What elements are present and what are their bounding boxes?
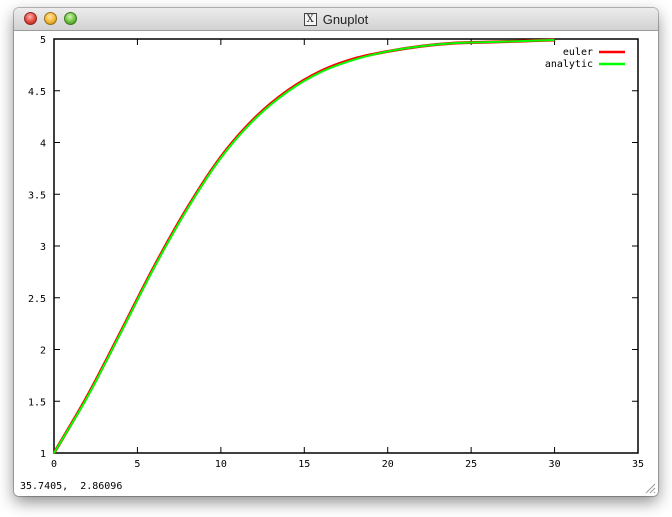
y-tick-label: 2.5 xyxy=(28,294,46,305)
legend-label-analytic: analytic xyxy=(545,59,593,70)
y-tick-label: 1 xyxy=(40,449,46,460)
legend-label-euler: euler xyxy=(563,47,593,58)
y-tick-label: 2 xyxy=(40,346,46,357)
series-line-euler xyxy=(52,38,555,454)
gnuplot-window: X Gnuplot 0 5 10 15 20 25 30 35 1 1.5 2 2.5 3 3.5 4 4.5… xyxy=(14,8,658,496)
series-line-analytic xyxy=(53,39,555,454)
y-tick-label: 4 xyxy=(40,139,46,150)
window-title: Gnuplot xyxy=(322,11,369,27)
x-tick-label: 5 xyxy=(134,459,140,470)
cursor-coordinates: 35.7405, 2.86096 xyxy=(20,481,123,492)
resize-grip-icon[interactable] xyxy=(644,482,656,494)
x-tick-label: 35 xyxy=(632,459,644,470)
plot-area[interactable]: 0 5 10 15 20 25 30 35 1 1.5 2 2.5 3 3.5 4 4.5 5 euler anal… xyxy=(14,31,658,496)
zoom-button[interactable] xyxy=(64,12,77,25)
x-tick-label: 10 xyxy=(215,459,227,470)
x-tick-label: 30 xyxy=(549,459,561,470)
y-tick-label: 3.5 xyxy=(28,190,46,201)
y-tick-label: 1.5 xyxy=(28,397,46,408)
y-tick-label: 5 xyxy=(40,35,46,46)
x-tick-label: 25 xyxy=(465,459,477,470)
chart[interactable]: 0 5 10 15 20 25 30 35 1 1.5 2 2.5 3 3.5 4 4.5 5 euleranal… xyxy=(14,31,658,496)
window-title-group: X Gnuplot xyxy=(14,8,658,30)
x-tick-label: 0 xyxy=(51,459,57,470)
x-tick-label: 15 xyxy=(298,459,310,470)
y-tick-label: 4.5 xyxy=(28,87,46,98)
minimize-button[interactable] xyxy=(44,12,57,25)
x11-icon: X xyxy=(303,12,317,26)
close-button[interactable] xyxy=(24,12,37,25)
y-tick-label: 3 xyxy=(40,242,46,253)
title-bar[interactable]: X Gnuplot xyxy=(14,8,658,31)
x-tick-label: 20 xyxy=(382,459,394,470)
plot-border xyxy=(53,38,639,454)
